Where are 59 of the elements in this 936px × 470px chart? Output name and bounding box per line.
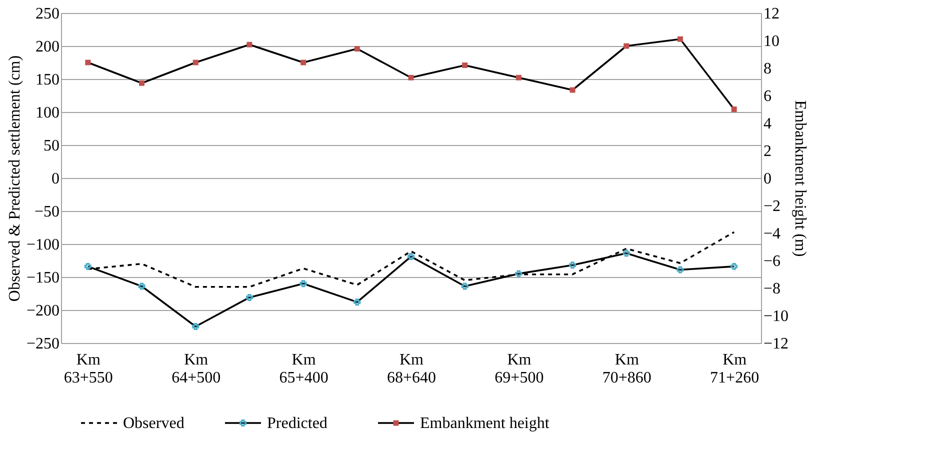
point [192, 60, 198, 66]
point [139, 80, 145, 86]
point [408, 74, 414, 80]
point [461, 282, 468, 290]
y-tick-label: −200 [26, 302, 60, 320]
y2-tick-label: 0 [764, 170, 772, 188]
y2-tick-label: −6 [764, 253, 781, 270]
y2-tick-label: −10 [764, 308, 789, 325]
y-tick-label: 150 [36, 72, 60, 88]
x-tick-label: Km 65+400 [279, 352, 328, 386]
y2-tick-label: 6 [764, 88, 772, 105]
x-tick-label: Km 70+860 [602, 352, 652, 386]
point [516, 74, 522, 80]
y-tick-label: −150 [26, 270, 60, 286]
point [354, 298, 361, 306]
point [676, 266, 684, 274]
point [622, 250, 630, 257]
legend-label: Observed [123, 415, 184, 432]
y-tick-label: 0 [52, 170, 60, 188]
y2-tick-label: 10 [764, 33, 780, 50]
point [192, 323, 200, 330]
y2-tick-label: −8 [764, 280, 781, 298]
y-axis-title: Observed & Predicted settlement (cm) [6, 55, 24, 302]
y-tick-label: −100 [26, 236, 60, 254]
x-tick-label: Km 68+640 [386, 352, 436, 386]
x-tick-label: Km 69+500 [494, 352, 544, 386]
point [408, 253, 414, 260]
legend-label: Predicted [267, 415, 328, 432]
legend-label: Embankment height [420, 415, 550, 432]
y2-axis-title: Embankment height (m) [792, 100, 809, 257]
y2-tick-label: 8 [764, 60, 772, 78]
point [570, 87, 576, 93]
point [569, 262, 576, 269]
y-tick-label: −250 [26, 336, 60, 352]
point [300, 280, 307, 288]
point [300, 60, 306, 66]
y2-tick-label: −2 [764, 198, 781, 215]
x-tick-label: Km 63+550 [64, 352, 113, 386]
y2-tick-label: 2 [764, 143, 772, 160]
point [138, 282, 146, 290]
x-tick-label: Km 71+260 [710, 352, 760, 386]
point [624, 43, 630, 49]
y-tick-label: 250 [36, 6, 60, 22]
y2-tick-label: −12 [764, 336, 789, 352]
y-tick-label: −50 [34, 204, 60, 220]
y2-tick-label: 4 [764, 116, 772, 132]
y2-tick-label: −4 [764, 226, 781, 242]
point [246, 42, 252, 48]
y-tick-label: 200 [36, 38, 60, 56]
point [730, 262, 738, 270]
y-tick-label: 100 [36, 104, 60, 122]
point [515, 270, 522, 278]
y2-tick-label: 12 [764, 6, 780, 22]
y-tick-label: 50 [44, 138, 60, 154]
point [84, 262, 92, 270]
x-tick-label: Km 64+500 [172, 352, 221, 386]
point [85, 60, 91, 66]
point [246, 294, 253, 301]
point [677, 36, 683, 42]
